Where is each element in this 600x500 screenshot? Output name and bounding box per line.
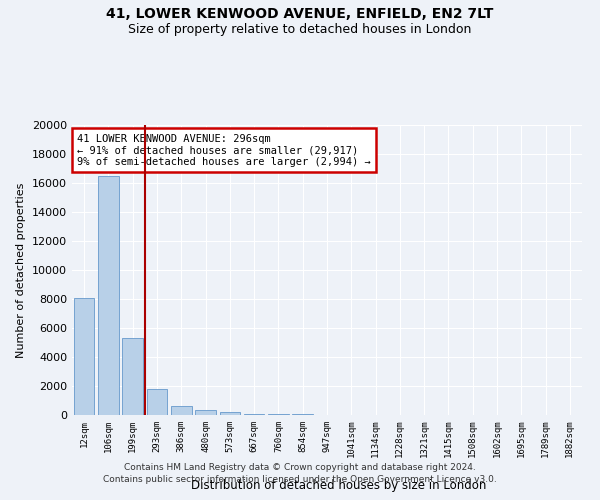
Bar (195, 410, 216, 415)
Text: Contains HM Land Registry data © Crown copyright and database right 2024.: Contains HM Land Registry data © Crown c… (124, 464, 476, 472)
Bar (98, 176, 119, 415)
Text: 41, LOWER KENWOOD AVENUE, ENFIELD, EN2 7LT: 41, LOWER KENWOOD AVENUE, ENFIELD, EN2 7… (106, 8, 494, 22)
Bar (122, 338, 143, 415)
Bar (146, 389, 167, 415)
Bar (74, 298, 94, 415)
Bar (171, 406, 191, 415)
Text: Contains public sector information licensed under the Open Government Licence v3: Contains public sector information licen… (103, 475, 497, 484)
Bar (244, 414, 265, 415)
Bar (220, 412, 240, 415)
Text: 41 LOWER KENWOOD AVENUE: 296sqm
← 91% of detached houses are smaller (29,917)
9%: 41 LOWER KENWOOD AVENUE: 296sqm ← 91% of… (77, 134, 371, 167)
Y-axis label: Number of detached properties: Number of detached properties (16, 182, 26, 358)
Bar (292, 414, 313, 415)
Bar (268, 414, 289, 415)
Text: Distribution of detached houses by size in London: Distribution of detached houses by size … (191, 480, 487, 492)
Text: Size of property relative to detached houses in London: Size of property relative to detached ho… (128, 22, 472, 36)
